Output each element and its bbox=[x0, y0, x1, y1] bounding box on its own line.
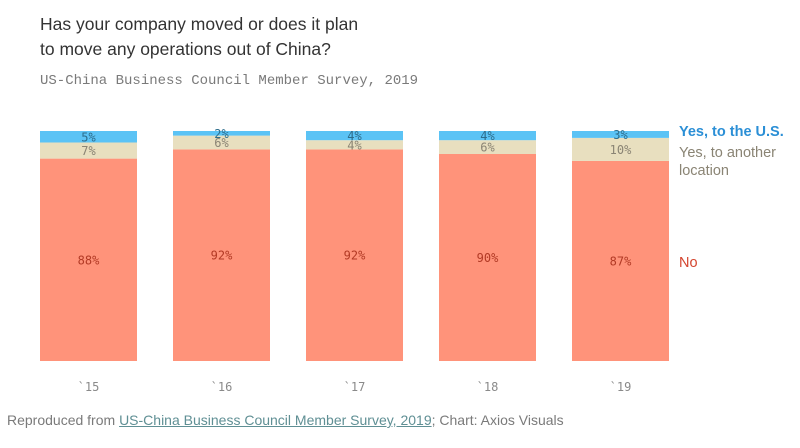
bar-segment-yes-to-the-u-s--1 bbox=[173, 131, 270, 136]
data-label: 7% bbox=[81, 144, 96, 158]
data-label: 5% bbox=[81, 130, 96, 144]
bar-segment-no-3 bbox=[439, 154, 536, 361]
chart-subtitle: US-China Business Council Member Survey,… bbox=[40, 73, 419, 89]
bar-segment-yes-to-another-location-0 bbox=[40, 142, 137, 159]
footer-prefix: Reproduced from bbox=[7, 412, 120, 428]
data-label: 2% bbox=[214, 127, 229, 141]
data-label: 92% bbox=[344, 249, 366, 263]
data-label: 87% bbox=[610, 254, 632, 268]
legend-entry: Yes, to the U.S. bbox=[679, 124, 784, 140]
data-label: 92% bbox=[211, 249, 233, 263]
legend-entry: Yes, to another bbox=[679, 145, 776, 161]
bar-segment-no-0 bbox=[40, 158, 137, 361]
bar-segment-no-1 bbox=[173, 149, 270, 361]
data-label: 10% bbox=[610, 143, 632, 157]
data-label: 4% bbox=[347, 129, 362, 143]
x-tick-label: `18 bbox=[477, 380, 499, 394]
data-label: 90% bbox=[477, 251, 499, 265]
data-label: 6% bbox=[214, 136, 229, 150]
data-label: 6% bbox=[480, 141, 495, 155]
bar-segment-yes-to-another-location-4 bbox=[572, 137, 669, 161]
legend-entry: No bbox=[679, 255, 698, 271]
x-tick-label: `16 bbox=[211, 380, 233, 394]
footer-source: Reproduced from US-China Business Counci… bbox=[7, 412, 564, 428]
bar-segment-yes-to-another-location-1 bbox=[173, 135, 270, 150]
source-link[interactable]: US-China Business Council Member Survey,… bbox=[119, 412, 432, 428]
bar-segment-yes-to-the-u-s--0 bbox=[40, 131, 137, 143]
x-tick-label: `19 bbox=[610, 380, 632, 394]
bar-segment-yes-to-the-u-s--2 bbox=[306, 131, 403, 141]
chart-title-line-2: to move any operations out of China? bbox=[40, 39, 331, 59]
bar-segment-no-2 bbox=[306, 149, 403, 361]
bar-segment-yes-to-the-u-s--4 bbox=[572, 131, 669, 138]
bar-segment-yes-to-another-location-3 bbox=[439, 140, 536, 154]
bar-segment-no-4 bbox=[572, 160, 669, 361]
legend-entry: location bbox=[679, 163, 729, 179]
chart-title-line-1: Has your company moved or does it plan bbox=[40, 14, 359, 34]
footer-suffix: ; Chart: Axios Visuals bbox=[431, 412, 564, 428]
bar-segment-yes-to-the-u-s--3 bbox=[439, 131, 536, 141]
data-label: 3% bbox=[613, 128, 628, 142]
data-label: 4% bbox=[480, 129, 495, 143]
chart-title: Has your company moved or does it plan t… bbox=[40, 12, 358, 62]
data-label: 88% bbox=[78, 253, 100, 267]
data-label: 4% bbox=[347, 138, 362, 152]
x-tick-label: `17 bbox=[344, 380, 366, 394]
bar-segment-yes-to-another-location-2 bbox=[306, 140, 403, 150]
x-tick-label: `15 bbox=[78, 380, 100, 394]
